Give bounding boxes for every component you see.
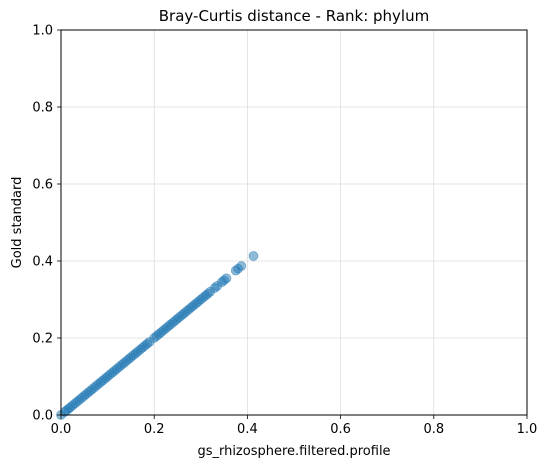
data-point [248, 251, 259, 261]
y-tick-label: 0.2 [32, 332, 53, 347]
x-tick-label: 0.0 [51, 422, 72, 437]
x-tick-label: 0.4 [237, 422, 258, 437]
x-axis-label: gs_rhizosphere.filtered.profile [197, 444, 390, 459]
y-tick-label: 0.4 [32, 255, 53, 270]
x-tick-label: 0.8 [423, 422, 444, 437]
plot-frame [60, 29, 528, 416]
x-tick-label: 0.2 [144, 422, 165, 437]
chart-title: Bray-Curtis distance - Rank: phylum [159, 7, 429, 25]
x-tick-label: 0.6 [330, 422, 351, 437]
data-point [236, 261, 247, 271]
x-tick-label: 1.0 [517, 422, 538, 437]
y-tick-label: 0.0 [32, 409, 53, 424]
y-tick-label: 1.0 [32, 24, 53, 39]
axis-ticks: 0.0 0.2 0.4 0.6 0.8 1.0 0.0 0.2 0.4 0.6 0.8 1.0 [32, 24, 537, 438]
data-point [221, 273, 232, 284]
y-tick-label: 0.6 [32, 178, 53, 193]
y-tick-label: 0.8 [32, 101, 53, 116]
y-axis-label: Gold standard [10, 177, 25, 269]
data-points [56, 251, 259, 420]
